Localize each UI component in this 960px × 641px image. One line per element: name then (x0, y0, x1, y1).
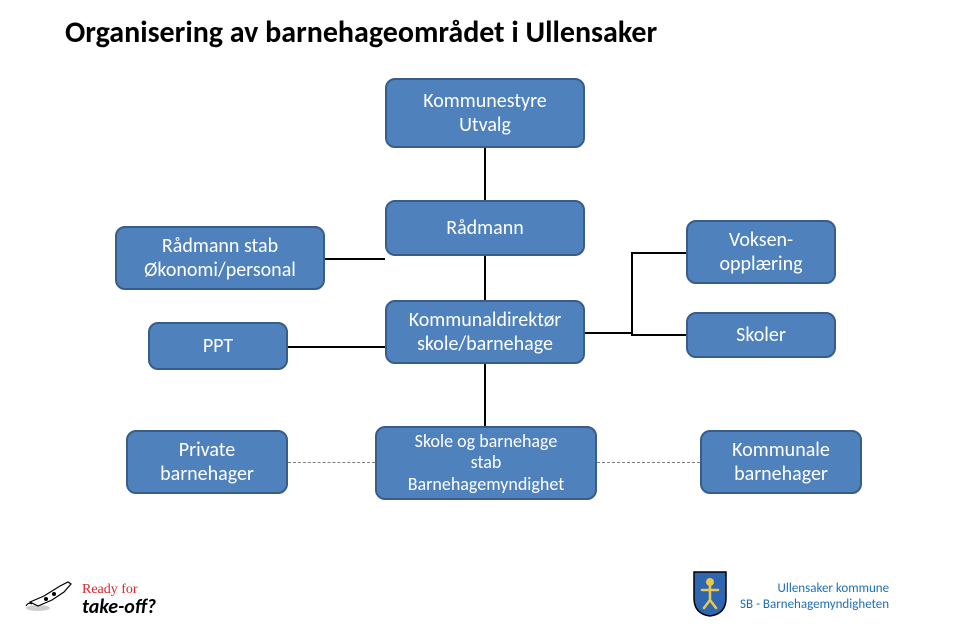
takeoff-plane-icon (24, 572, 76, 617)
connector-line (484, 364, 486, 426)
takeoff-main: take-off? (82, 597, 156, 617)
footer-org-line1: Ullensaker kommune (740, 581, 889, 597)
node-line: barnehager (734, 462, 828, 486)
node-radmann: Rådmann (385, 200, 585, 256)
connector-line (631, 334, 686, 336)
node-line: stab (471, 452, 502, 474)
takeoff-text: Ready for take-off? (82, 583, 156, 617)
node-skole-og-barnehage-stab: Skole og barnehagestabBarnehagemyndighet (375, 426, 597, 500)
footer-right: Ullensaker kommune SB - Barnehagemyndigh… (690, 570, 889, 623)
node-line: Private (179, 438, 235, 462)
connector-line (585, 332, 631, 334)
node-line: Skoler (736, 323, 786, 347)
node-line: Økonomi/personal (144, 258, 296, 282)
node-private-barnehager: Privatebarnehager (126, 430, 288, 494)
page-title: Organisering av barnehageområdet i Ullen… (65, 14, 657, 51)
node-line: Voksen- (729, 228, 793, 252)
footer-org-line2: SB - Barnehagemyndigheten (740, 597, 889, 613)
node-skoler: Skoler (686, 312, 836, 358)
node-radmann-stab: Rådmann stabØkonomi/personal (115, 226, 325, 290)
connector-line (484, 256, 486, 300)
node-kommunaldirektor: Kommunaldirektørskole/barnehage (385, 300, 585, 364)
node-line: Skole og barnehage (415, 431, 558, 453)
connector-line (288, 346, 385, 348)
node-line: opplæring (719, 252, 802, 276)
page-title-text: Organisering av barnehageområdet i Ullen… (65, 14, 657, 51)
connector-dashed (597, 462, 700, 463)
node-line: Kommunaldirektør (409, 308, 562, 332)
node-line: Kommunestyre (423, 89, 547, 113)
node-line: Kommunale (732, 438, 830, 462)
node-line: Utvalg (459, 113, 511, 137)
node-voksenopplaering: Voksen-opplæring (686, 220, 836, 284)
footer-left: Ready for take-off? (24, 572, 156, 617)
connector-line (631, 252, 633, 335)
node-line: Barnehagemyndighet (408, 474, 565, 496)
node-line: PPT (203, 334, 233, 358)
crest-icon (690, 570, 730, 623)
node-line: Rådmann stab (162, 234, 278, 258)
node-ppt: PPT (148, 322, 288, 370)
footer-org-text: Ullensaker kommune SB - Barnehagemyndigh… (740, 581, 889, 612)
connector-line (325, 258, 385, 260)
connector-dashed (288, 462, 375, 463)
node-line: Rådmann (446, 216, 524, 240)
node-line: barnehager (160, 462, 254, 486)
connector-line (484, 148, 486, 200)
node-line: skole/barnehage (417, 332, 553, 356)
node-kommunale-barnehager: Kommunalebarnehager (700, 430, 862, 494)
connector-line (631, 252, 686, 254)
node-kommunestyre: KommunestyreUtvalg (385, 78, 585, 148)
